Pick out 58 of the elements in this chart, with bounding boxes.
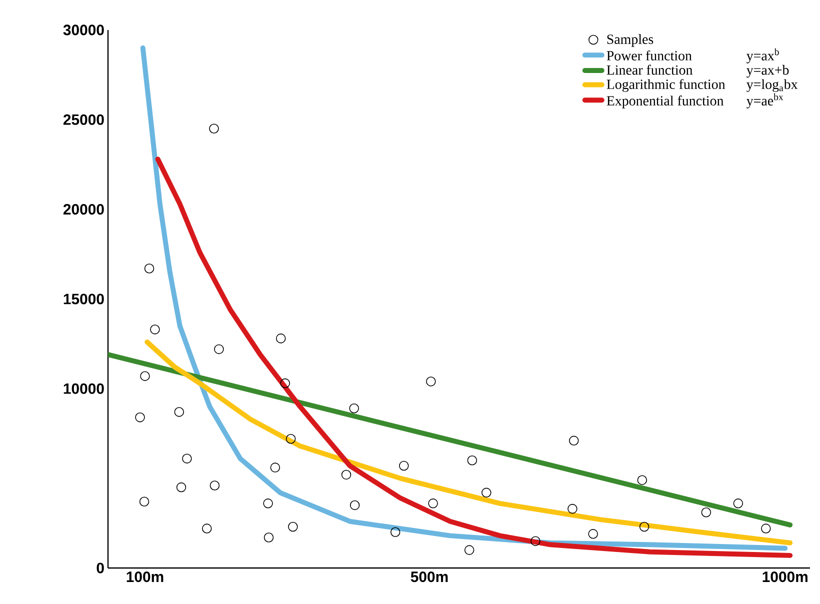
legend-label: Exponential function (606, 96, 724, 108)
point (276, 334, 286, 344)
point (286, 434, 296, 444)
point (210, 480, 220, 490)
point (264, 532, 274, 542)
x-tick-label: 500m (410, 572, 448, 582)
point (588, 529, 598, 539)
point (288, 522, 298, 532)
point (428, 498, 438, 508)
annotation: y=ae$^{bx}$ (746, 93, 784, 108)
point (637, 475, 648, 485)
point (426, 376, 436, 386)
legend-label: Samples (607, 34, 654, 47)
point (399, 460, 409, 471)
point (263, 498, 273, 508)
point (530, 536, 540, 546)
x-tick-label: 100m (126, 572, 164, 582)
point (139, 496, 150, 507)
legend-label: Power function (606, 50, 692, 60)
y-tick-label: 20000 (63, 204, 104, 215)
point (733, 498, 744, 508)
point (135, 412, 145, 422)
y-tick-label: 25000 (63, 114, 104, 125)
point (144, 264, 154, 274)
y-tick-label: 30000 (63, 24, 104, 36)
line-series (155, 156, 793, 558)
point (761, 524, 771, 534)
point (701, 508, 712, 518)
legend-label: Logarithmic function (606, 79, 726, 92)
legend-label: Linear function (606, 64, 693, 75)
point (280, 378, 290, 388)
point (350, 500, 360, 510)
point (150, 324, 160, 334)
point (270, 462, 280, 472)
point (349, 403, 359, 414)
y-tick-label: 0 (96, 562, 104, 574)
point (176, 482, 186, 492)
annotation: y=ax+b (746, 64, 789, 78)
point (174, 407, 184, 417)
point (202, 524, 212, 534)
point (140, 371, 150, 381)
annotation: y=log$_{a}$bx (746, 79, 798, 92)
point (214, 344, 224, 354)
point (182, 454, 192, 464)
line-series (144, 340, 793, 546)
point (464, 545, 474, 555)
y-tick-label: 10000 (64, 383, 104, 394)
point (482, 488, 492, 498)
point (568, 436, 579, 446)
point (390, 527, 400, 537)
point (209, 124, 219, 134)
annotation: y=ax$^{b}$ (746, 48, 779, 64)
point (467, 456, 478, 466)
point (639, 522, 650, 532)
point (568, 504, 578, 514)
x-tick-label: 1000m (762, 572, 808, 582)
y-tick-label: 15000 (64, 294, 104, 304)
point (341, 470, 352, 480)
